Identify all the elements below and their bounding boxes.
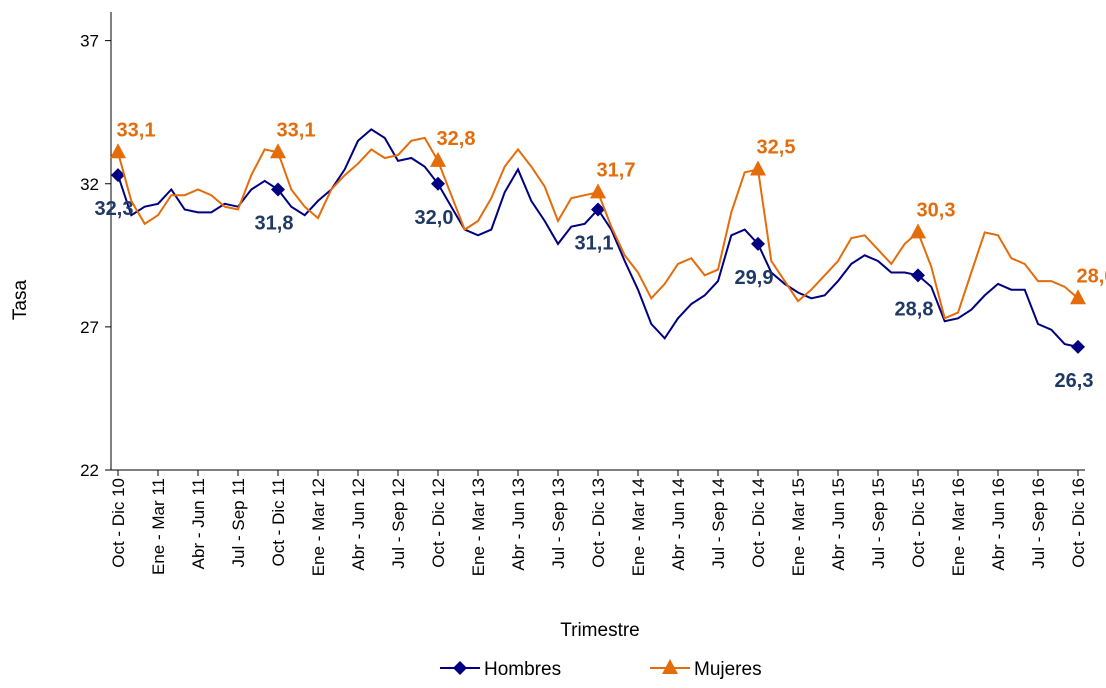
value-label: 26,3 xyxy=(1055,370,1094,392)
value-label: 31,1 xyxy=(575,233,614,255)
data-point xyxy=(271,182,285,197)
value-label: 30,3 xyxy=(917,199,956,221)
x-tick-label: Abr - Jun 11 xyxy=(189,478,208,569)
y-tick-label: 32 xyxy=(80,175,99,194)
data-point xyxy=(430,151,446,167)
x-tick-label: Abr - Jun 14 xyxy=(669,478,688,571)
x-tick-label: Jul - Sep 15 xyxy=(869,478,888,569)
data-point xyxy=(751,236,765,251)
data-point xyxy=(911,268,925,283)
value-label: 32,8 xyxy=(437,128,476,150)
legend-marker xyxy=(453,661,467,675)
x-tick-label: Abr - Jun 15 xyxy=(829,478,848,571)
legend-marker xyxy=(662,659,678,674)
x-tick-label: Oct - Dic 13 xyxy=(589,478,608,568)
data-point xyxy=(110,143,126,159)
data-point xyxy=(431,176,445,191)
value-label: 28,0 xyxy=(1077,265,1106,287)
y-tick-label: 37 xyxy=(80,32,99,51)
value-label: 33,1 xyxy=(277,119,316,141)
value-label: 31,8 xyxy=(255,212,294,234)
x-tick-label: Ene - Mar 16 xyxy=(949,478,968,576)
x-tick-label: Ene - Mar 14 xyxy=(629,478,648,576)
x-tick-label: Jul - Sep 13 xyxy=(549,478,568,569)
data-point xyxy=(750,160,766,176)
x-axis-title: Trimestre xyxy=(560,620,640,641)
x-tick-label: Abr - Jun 13 xyxy=(509,478,528,571)
data-point xyxy=(910,223,926,239)
x-tick-label: Oct - Dic 10 xyxy=(109,478,128,568)
value-label: 32,5 xyxy=(757,136,796,158)
data-point xyxy=(591,202,605,217)
x-tick-label: Oct - Dic 14 xyxy=(749,478,768,568)
value-label: 28,8 xyxy=(895,298,934,320)
x-tick-label: Ene - Mar 11 xyxy=(149,478,168,575)
data-point xyxy=(1070,289,1086,305)
x-tick-label: Jul - Sep 16 xyxy=(1029,478,1048,569)
value-label: 31,7 xyxy=(597,159,636,181)
value-label: 29,9 xyxy=(735,267,774,289)
value-label: 32,3 xyxy=(95,198,134,220)
x-tick-label: Oct - Dic 16 xyxy=(1069,478,1088,568)
x-tick-label: Jul - Sep 12 xyxy=(389,478,408,569)
data-point xyxy=(111,168,125,183)
x-tick-label: Oct - Dic 15 xyxy=(909,478,928,568)
x-tick-label: Jul - Sep 14 xyxy=(709,478,728,569)
x-tick-label: Ene - Mar 13 xyxy=(469,478,488,576)
x-tick-label: Ene - Mar 15 xyxy=(789,478,808,576)
data-point xyxy=(1071,339,1085,354)
value-label: 33,1 xyxy=(117,119,156,141)
legend-label: Hombres xyxy=(484,659,561,680)
x-tick-label: Abr - Jun 16 xyxy=(989,478,1008,571)
y-axis-title: Tasa xyxy=(10,280,31,321)
x-tick-label: Jul - Sep 11 xyxy=(229,478,248,567)
x-tick-label: Oct - Dic 11 xyxy=(269,478,288,566)
data-point xyxy=(270,143,286,159)
x-tick-label: Oct - Dic 12 xyxy=(429,478,448,568)
value-label: 32,0 xyxy=(415,207,454,229)
y-tick-label: 27 xyxy=(80,318,99,337)
x-tick-label: Ene - Mar 12 xyxy=(309,478,328,576)
y-tick-label: 22 xyxy=(80,461,99,480)
x-tick-label: Abr - Jun 12 xyxy=(349,478,368,571)
data-point xyxy=(590,183,606,199)
legend-label: Mujeres xyxy=(694,659,762,680)
